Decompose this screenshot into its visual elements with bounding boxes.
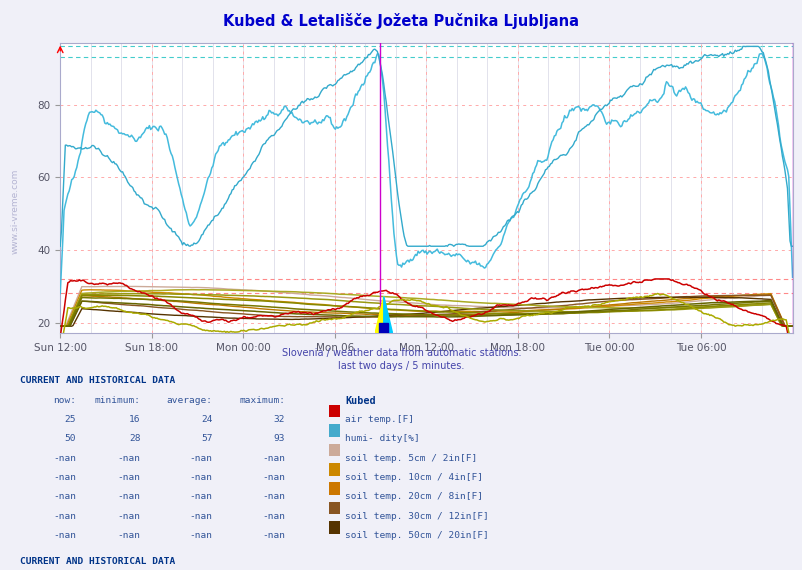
Text: 25: 25 — [65, 415, 76, 424]
Text: 93: 93 — [273, 434, 285, 443]
Text: CURRENT AND HISTORICAL DATA: CURRENT AND HISTORICAL DATA — [20, 557, 175, 567]
Text: -nan: -nan — [117, 492, 140, 502]
Text: -nan: -nan — [261, 512, 285, 521]
Polygon shape — [375, 296, 383, 333]
Text: CURRENT AND HISTORICAL DATA: CURRENT AND HISTORICAL DATA — [20, 376, 175, 385]
Text: 24: 24 — [201, 415, 213, 424]
Text: -nan: -nan — [261, 454, 285, 463]
Text: -nan: -nan — [261, 492, 285, 502]
Text: -nan: -nan — [261, 473, 285, 482]
Text: -nan: -nan — [117, 454, 140, 463]
Text: soil temp. 5cm / 2in[F]: soil temp. 5cm / 2in[F] — [345, 454, 477, 463]
Text: Kubed: Kubed — [345, 396, 375, 406]
Text: -nan: -nan — [117, 473, 140, 482]
Text: www.si-vreme.com: www.si-vreme.com — [10, 168, 19, 254]
Text: -nan: -nan — [189, 512, 213, 521]
Text: 28: 28 — [129, 434, 140, 443]
Text: -nan: -nan — [261, 531, 285, 540]
Text: soil temp. 10cm / 4in[F]: soil temp. 10cm / 4in[F] — [345, 473, 483, 482]
Text: now:: now: — [53, 396, 76, 405]
Text: humi- dity[%]: humi- dity[%] — [345, 434, 419, 443]
Text: 32: 32 — [273, 415, 285, 424]
Text: soil temp. 30cm / 12in[F]: soil temp. 30cm / 12in[F] — [345, 512, 488, 521]
Text: average:: average: — [167, 396, 213, 405]
Text: minimum:: minimum: — [95, 396, 140, 405]
Text: -nan: -nan — [189, 531, 213, 540]
Text: soil temp. 50cm / 20in[F]: soil temp. 50cm / 20in[F] — [345, 531, 488, 540]
Bar — [379, 323, 387, 333]
Text: maximum:: maximum: — [239, 396, 285, 405]
Text: -nan: -nan — [189, 473, 213, 482]
Text: -nan: -nan — [117, 531, 140, 540]
Text: -nan: -nan — [117, 512, 140, 521]
Text: -nan: -nan — [53, 473, 76, 482]
Text: last two days / 5 minutes.: last two days / 5 minutes. — [338, 361, 464, 371]
Text: -nan: -nan — [189, 454, 213, 463]
Text: -nan: -nan — [53, 512, 76, 521]
Text: air temp.[F]: air temp.[F] — [345, 415, 414, 424]
Text: -nan: -nan — [53, 492, 76, 502]
Text: Slovenia / weather data from automatic stations.: Slovenia / weather data from automatic s… — [282, 348, 520, 358]
Text: 50: 50 — [65, 434, 76, 443]
Text: 16: 16 — [129, 415, 140, 424]
Text: -nan: -nan — [53, 454, 76, 463]
Polygon shape — [383, 296, 392, 333]
Text: soil temp. 20cm / 8in[F]: soil temp. 20cm / 8in[F] — [345, 492, 483, 502]
Text: -nan: -nan — [53, 531, 76, 540]
Text: 57: 57 — [201, 434, 213, 443]
Text: -nan: -nan — [189, 492, 213, 502]
Text: Kubed & Letališče Jožeta Pučnika Ljubljana: Kubed & Letališče Jožeta Pučnika Ljublja… — [223, 13, 579, 28]
